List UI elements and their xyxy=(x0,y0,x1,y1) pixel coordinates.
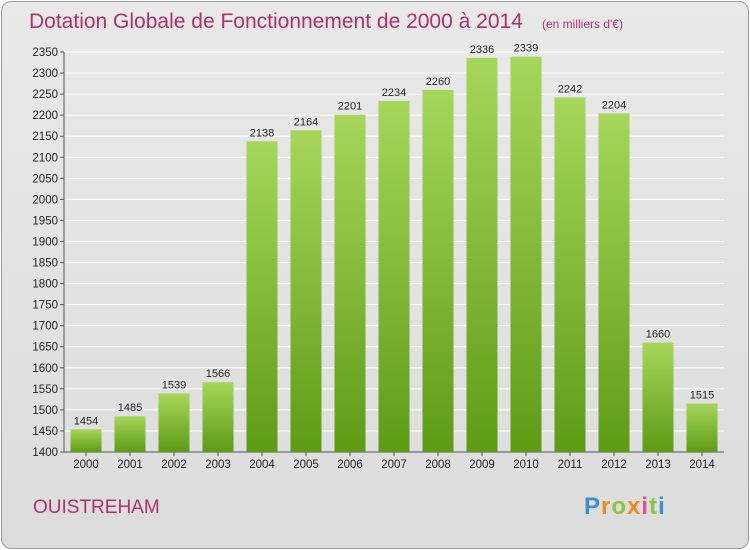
y-tick-label: 2150 xyxy=(32,131,58,143)
bar-2012 xyxy=(598,113,630,452)
chart-subtitle: (en milliers d'€) xyxy=(542,17,623,31)
labels: 1400 1450 1500 1550 1600 1650 1700 1750 1800 1850… xyxy=(32,43,715,471)
y-tick-label: 2250 xyxy=(32,89,58,101)
city-name: OUISTREHAM xyxy=(33,497,160,518)
y-tick-label: 1600 xyxy=(32,363,58,375)
y-tick-label: 1650 xyxy=(32,342,58,354)
bars xyxy=(70,56,718,452)
bar-2004 xyxy=(246,141,278,452)
bar-2003 xyxy=(202,382,234,452)
bar-2014 xyxy=(686,403,718,452)
y-tick-label: 2300 xyxy=(32,68,58,80)
y-tick-label: 1700 xyxy=(32,321,58,333)
x-tick-label-2004: 2004 xyxy=(249,459,275,471)
data-label-2002: 1539 xyxy=(162,379,186,391)
logo-letter: r xyxy=(601,493,612,520)
bar-2013 xyxy=(642,342,674,452)
x-tick-label-2003: 2003 xyxy=(205,459,231,471)
bar-2008 xyxy=(422,89,454,452)
logo-letter: P xyxy=(584,493,602,520)
y-tick-label: 1500 xyxy=(32,405,58,417)
data-label-2004: 2138 xyxy=(250,127,274,139)
data-label-2007: 2234 xyxy=(382,87,406,99)
data-label-2003: 1566 xyxy=(206,368,230,380)
x-tick-label-2008: 2008 xyxy=(425,459,451,471)
x-tick-label-2009: 2009 xyxy=(469,459,495,471)
data-label-2011: 2242 xyxy=(558,83,582,95)
y-tick-label: 1550 xyxy=(32,384,58,396)
y-tick-label: 2000 xyxy=(32,194,58,206)
proxiti-logo: Proxiti xyxy=(584,493,666,521)
bar-2009 xyxy=(466,57,498,452)
bar-2011 xyxy=(554,97,586,452)
data-label-2001: 1485 xyxy=(118,402,142,414)
y-tick-label: 1400 xyxy=(32,447,58,459)
y-tick-label: 1800 xyxy=(32,279,58,291)
data-label-2013: 1660 xyxy=(646,329,670,341)
y-tick-label: 1850 xyxy=(32,258,58,270)
bar-2005 xyxy=(290,130,322,452)
bar-2000 xyxy=(70,429,102,452)
logo-letter: o xyxy=(611,493,628,520)
x-tick-label-2001: 2001 xyxy=(117,459,143,471)
y-tick-label: 1450 xyxy=(32,426,58,438)
x-tick-label-2007: 2007 xyxy=(381,459,407,471)
bar-2001 xyxy=(114,416,146,452)
chart-title: Dotation Globale de Fonctionnement de 20… xyxy=(29,10,523,33)
x-tick-label-2014: 2014 xyxy=(689,459,715,471)
y-tick-label: 2350 xyxy=(32,47,58,59)
y-tick-label: 1750 xyxy=(32,300,58,312)
y-tick-label: 2200 xyxy=(32,110,58,122)
x-tick-label-2011: 2011 xyxy=(558,459,583,471)
logo-letter: i xyxy=(658,493,666,520)
data-label-2005: 2164 xyxy=(294,116,318,128)
x-tick-label-2002: 2002 xyxy=(161,459,187,471)
data-label-2012: 2204 xyxy=(602,99,626,111)
x-tick-label-2006: 2006 xyxy=(337,459,363,471)
bar-2007 xyxy=(378,100,410,452)
data-label-2014: 1515 xyxy=(690,390,714,402)
data-label-2000: 1454 xyxy=(74,415,98,427)
bar-2010 xyxy=(510,56,542,452)
data-label-2008: 2260 xyxy=(426,76,450,88)
y-tick-label: 1950 xyxy=(32,215,58,227)
bar-2002 xyxy=(158,393,190,452)
logo-letter: t xyxy=(649,493,659,520)
logo-letter: i xyxy=(641,493,650,520)
data-label-2009: 2336 xyxy=(470,44,494,56)
data-label-2006: 2201 xyxy=(338,101,362,113)
y-tick-label: 2100 xyxy=(32,152,58,164)
logo-letter: x xyxy=(627,493,642,520)
y-tick-label: 2050 xyxy=(32,173,58,185)
y-tick-label: 1900 xyxy=(32,236,58,248)
x-tick-label-2013: 2013 xyxy=(645,459,671,471)
bar-2006 xyxy=(334,114,366,452)
x-tick-label-2000: 2000 xyxy=(73,459,99,471)
x-tick-label-2010: 2010 xyxy=(513,459,539,471)
x-tick-label-2012: 2012 xyxy=(601,459,627,471)
data-label-2010: 2339 xyxy=(514,43,538,55)
x-tick-label-2005: 2005 xyxy=(293,459,319,471)
